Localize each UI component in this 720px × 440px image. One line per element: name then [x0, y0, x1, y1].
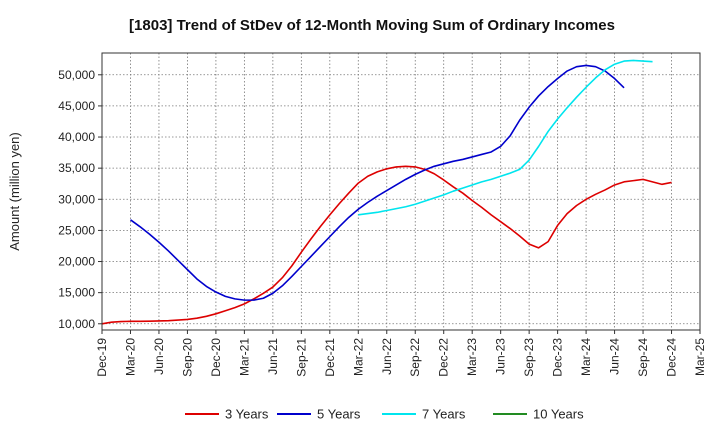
y-tick-label: 40,000	[58, 130, 95, 144]
y-tick-label: 50,000	[58, 68, 95, 82]
x-tick-label: Dec-22	[437, 338, 451, 377]
plot-frame	[101, 52, 701, 331]
y-tick-label: 45,000	[58, 99, 95, 113]
legend-label-5-years: 5 Years	[317, 407, 361, 422]
x-tick-label: Jun-20	[152, 338, 166, 375]
x-tick-label: Dec-23	[551, 338, 565, 377]
x-tick-label: Mar-20	[123, 338, 137, 376]
x-tick-label: Mar-25	[693, 338, 707, 376]
y-tick-label: 35,000	[58, 161, 95, 175]
y-axis-label: Amount (million yen)	[7, 132, 22, 251]
plot-series	[101, 59, 672, 325]
x-tick-label: Dec-21	[323, 338, 337, 377]
x-tick-label: Jun-22	[380, 338, 394, 375]
y-tick-label: 10,000	[58, 317, 95, 331]
x-tick-label: Dec-19	[95, 338, 109, 377]
x-tick-label: Mar-21	[237, 338, 251, 376]
legend: 3 Years 5 Years 7 Years 10 Years	[185, 407, 584, 422]
x-tick-label: Sep-20	[180, 338, 194, 377]
y-tick-label: 25,000	[58, 223, 95, 237]
x-tick-label: Jun-24	[608, 338, 622, 375]
y-tick-label: 20,000	[58, 255, 95, 269]
x-tick-label: Jun-23	[494, 338, 508, 375]
x-tick-label: Sep-22	[408, 338, 422, 377]
series-line-7-years	[358, 59, 653, 216]
y-axis-ticks: 10,000 15,000 20,000 25,000 30,000 35,000 40,0…	[58, 68, 102, 331]
chart-title: [1803] Trend of StDev of 12-Month Moving…	[129, 17, 615, 34]
x-tick-label: Mar-22	[351, 338, 365, 376]
x-tick-label: Mar-23	[465, 338, 479, 376]
x-tick-label: Dec-24	[665, 338, 679, 377]
series-line-3-years	[101, 165, 672, 325]
x-tick-label: Sep-23	[522, 338, 536, 377]
x-tick-label: Jun-21	[266, 338, 280, 375]
x-tick-label: Sep-24	[636, 338, 650, 377]
legend-label-10-years: 10 Years	[533, 407, 584, 422]
x-tick-label: Mar-24	[579, 338, 593, 376]
series-line-5-years	[130, 64, 625, 301]
plot-grid	[101, 53, 701, 330]
y-tick-label: 15,000	[58, 286, 95, 300]
x-axis-ticks: Dec-19 Mar-20 Jun-20 Sep-20 Dec-20 Mar-21 Jun-…	[95, 330, 707, 377]
legend-label-7-years: 7 Years	[422, 407, 466, 422]
y-tick-label: 30,000	[58, 192, 95, 206]
legend-label-3-years: 3 Years	[225, 407, 269, 422]
x-tick-label: Sep-21	[294, 338, 308, 377]
x-tick-label: Dec-20	[209, 338, 223, 377]
